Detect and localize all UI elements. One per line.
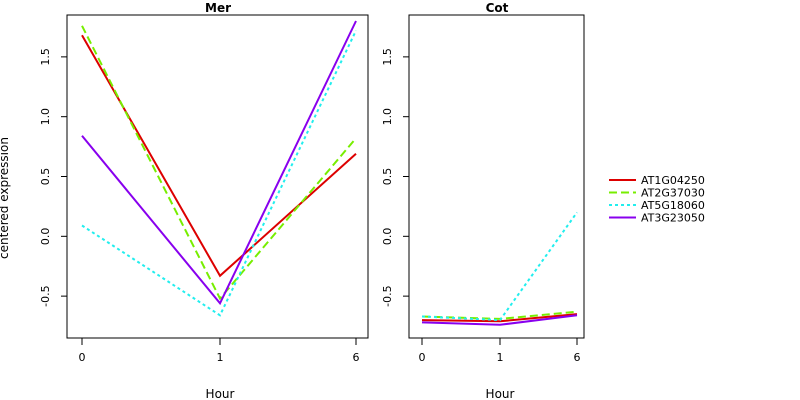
chart-panel-cot: Cot Hour 0 1 6 -0.5 0.0 0.5 1.0 1.5 (381, 1, 585, 400)
series-line-at5g18060 (81, 30, 357, 317)
plot-marks: 0 1 6 -0.5 0.0 0.5 1.0 1.5 (39, 20, 360, 364)
x-tick-label: 1 (217, 351, 224, 364)
y-tick-label: 0.5 (381, 168, 394, 186)
y-tick-label: 0.5 (39, 168, 52, 186)
legend-label: AT3G23050 (641, 212, 705, 225)
series-line-at5g18060 (421, 211, 578, 322)
legend-label: AT5G18060 (641, 199, 705, 212)
plot-frame (66, 14, 369, 339)
y-axis-title: centered expression (0, 137, 11, 259)
chart-panel-mer: Mer Hour 0 1 6 -0.5 0.0 0.5 1.0 1.5 (39, 1, 369, 400)
series-line-at3g23050 (421, 314, 578, 326)
plot-marks: 0 1 6 -0.5 0.0 0.5 1.0 1.5 (381, 48, 581, 364)
y-tick-label: 1.0 (39, 108, 52, 126)
x-tick-label: 1 (497, 351, 504, 364)
y-tick-label: -0.5 (381, 285, 394, 306)
y-tick-label: 1.5 (39, 48, 52, 66)
panel-title: Mer (205, 1, 231, 15)
series-line-at2g37030 (81, 25, 357, 301)
y-tick-label: -0.5 (39, 285, 52, 306)
x-tick-label: 6 (574, 351, 581, 364)
x-axis-title: Hour (206, 387, 235, 400)
legend-label: AT1G04250 (641, 174, 705, 187)
y-tick-label: 0.0 (39, 228, 52, 246)
series-line-at1g04250 (421, 313, 578, 323)
y-tick-label: 1.5 (381, 48, 394, 66)
panel-title: Cot (486, 1, 509, 15)
y-tick-label: 0.0 (381, 228, 394, 246)
x-tick-label: 0 (419, 351, 426, 364)
y-tick-label: 1.0 (381, 108, 394, 126)
series-line-at3g23050 (81, 20, 357, 306)
x-tick-label: 6 (353, 351, 360, 364)
plot-frame (408, 14, 585, 339)
x-tick-label: 0 (79, 351, 86, 364)
series-line-at1g04250 (81, 34, 357, 278)
x-axis-title: Hour (486, 387, 515, 400)
legend-label: AT2G37030 (641, 187, 705, 200)
